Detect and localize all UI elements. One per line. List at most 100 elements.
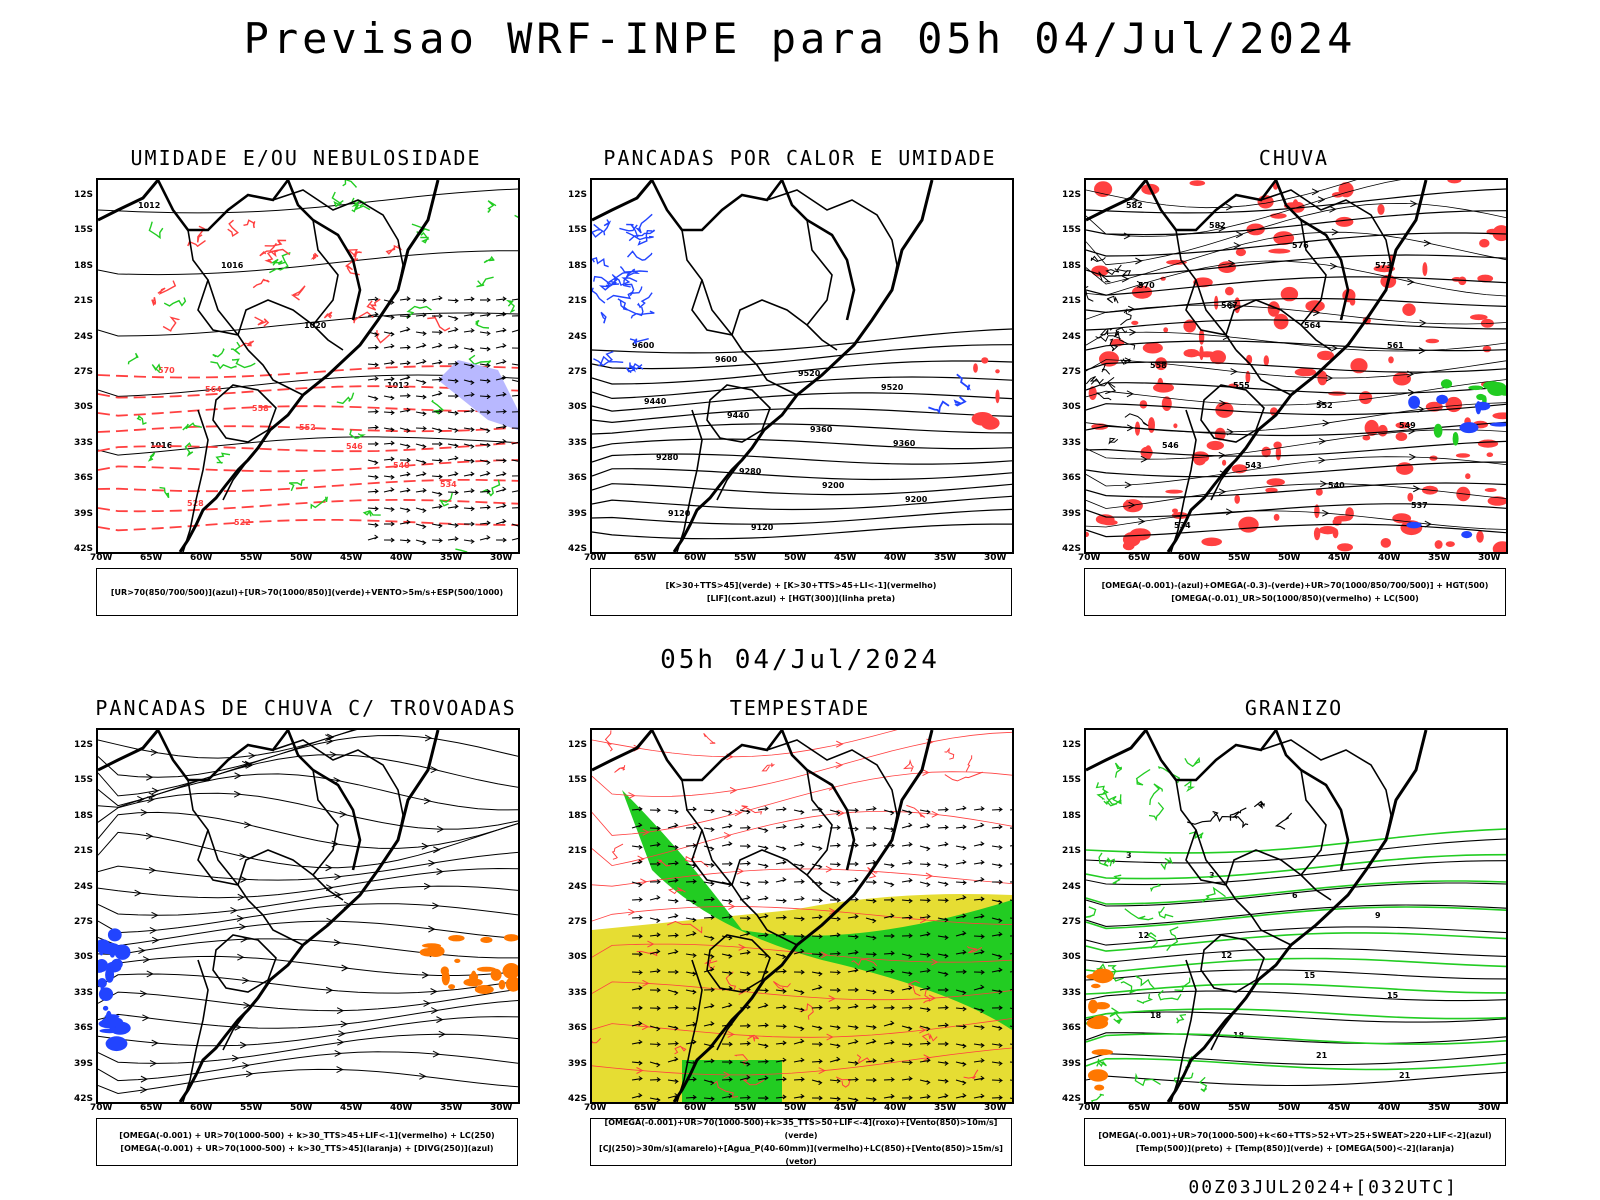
divergence-area — [107, 928, 122, 942]
lon-tick-label: 60W — [684, 553, 707, 563]
wind-vector-head — [470, 363, 475, 369]
state-border — [741, 349, 798, 396]
height-contour — [98, 188, 518, 214]
flow-arrow — [243, 1001, 251, 1009]
state-border — [676, 959, 703, 1102]
map-canvas-chuva: 5825825765735705675645615585555525495465… — [1086, 180, 1506, 552]
wind-vector — [631, 845, 642, 848]
moisture-contour — [514, 214, 518, 218]
legend-line: [OMEGA(-0.001)-(azul)+OMEGA(-0.3)-(verde… — [1101, 581, 1489, 590]
wind-vector-head — [502, 471, 507, 477]
wind-vector-head — [746, 1095, 751, 1100]
moisture-contour — [1091, 1093, 1105, 1102]
moisture-contour — [953, 396, 967, 407]
height-contour — [1086, 1032, 1506, 1045]
rain-area — [1396, 462, 1414, 475]
wind-vector — [919, 1079, 930, 1083]
wind-vector — [649, 843, 660, 847]
flow-arrow — [1218, 488, 1227, 496]
wind-vector — [685, 899, 696, 903]
map-pancadas-calor[interactable]: 9600 9600 9520 9520 9440 9440 9360 9360 9280 9280… — [590, 178, 1014, 554]
wind-vector-head — [656, 968, 661, 974]
wind-vector-head — [692, 825, 697, 831]
wind-vector-head — [656, 948, 661, 954]
wind-vector-head — [454, 393, 459, 399]
wind-vector-head — [962, 894, 967, 900]
moisture-contour — [1099, 328, 1114, 336]
wind-vector-head — [374, 362, 379, 368]
wind-vector — [793, 897, 804, 901]
wind-vector-head — [470, 296, 475, 302]
wind-vector-head — [836, 862, 841, 868]
wind-vector-head — [908, 914, 913, 920]
map-pancadas-trovoadas[interactable] — [96, 728, 520, 1104]
wind-vector — [901, 987, 912, 991]
wind-vector — [1009, 1097, 1012, 1099]
lat-tick-label: 15S — [74, 225, 94, 236]
divergence-area — [98, 959, 108, 972]
wind-vector-head — [406, 443, 411, 449]
height-label: 21 — [1316, 1051, 1328, 1060]
wind-vector-head — [692, 1006, 697, 1011]
flow-arrow — [334, 1049, 342, 1057]
wind-vector-head — [962, 1006, 967, 1012]
lat-tick-label: 27S — [568, 917, 588, 927]
wind-vector — [383, 411, 395, 414]
wind-vector-head — [926, 846, 931, 852]
wind-vector — [463, 490, 474, 493]
moisture-contour — [1135, 975, 1156, 990]
wind-vector-head — [998, 931, 1003, 937]
omega-area — [1408, 395, 1420, 409]
wind-vector-head — [818, 934, 823, 939]
moisture-contour — [1098, 852, 1109, 867]
thickness-contour — [98, 441, 518, 453]
wind-vector — [829, 952, 841, 955]
wind-vector — [367, 507, 379, 510]
legend-line: [OMEGA(-0.001)+UR>70(1000-500)+k<60+TTS>… — [1098, 1131, 1492, 1140]
wind-vector — [919, 825, 930, 829]
wind-vector — [415, 395, 426, 398]
wind-vector-head — [390, 427, 395, 433]
map-umidade[interactable]: 1012 1016 1020 1012 1016 570 564 558 552 546 540 53… — [96, 178, 520, 554]
wind-vector — [793, 825, 804, 829]
wind-vector-head — [836, 810, 841, 816]
map-tempestade[interactable] — [590, 728, 1014, 1104]
wind-vector — [829, 1097, 841, 1100]
map-granizo[interactable]: 3 3 6 9 12 12 15 15 18 18 21 21 — [1084, 728, 1508, 1104]
height-contour — [1086, 1033, 1506, 1045]
wind-vector-head — [764, 1002, 769, 1008]
wind-vector — [991, 808, 1003, 811]
wind-vector — [1009, 988, 1012, 991]
moisture-contour — [902, 759, 914, 772]
thickness-label: 540 — [393, 461, 410, 470]
moisture-contour — [835, 1076, 851, 1088]
wind-vector-head — [818, 898, 823, 903]
wind-vector-head — [980, 984, 985, 990]
rain-area — [1173, 423, 1178, 429]
wind-vector-head — [908, 971, 913, 977]
rain-area — [1222, 459, 1227, 466]
moisture-contour — [231, 358, 256, 369]
height-contour — [1086, 440, 1506, 457]
state-border — [1260, 189, 1392, 291]
lon-tick-label: 35W — [1428, 553, 1451, 563]
height-contour — [592, 328, 1012, 354]
wind-vector — [703, 1060, 714, 1063]
flow-arrow — [642, 828, 650, 836]
wind-vector — [847, 827, 859, 830]
wind-vector — [495, 459, 507, 462]
lat-tick-label: 18S — [74, 810, 94, 821]
rain-area — [1314, 504, 1320, 519]
lat-tick-label: 24S — [1062, 331, 1082, 342]
wind-vector-head — [854, 913, 859, 919]
flow-arrow — [1322, 419, 1330, 427]
wind-vector-head — [638, 1076, 643, 1081]
lat-tick-label: 21S — [1062, 846, 1082, 857]
wind-vector-head — [944, 863, 949, 869]
map-chuva[interactable]: 582 582 576 573 570 567 564 561 558 555 552 549 546 5… — [1084, 178, 1508, 554]
moisture-contour — [592, 287, 606, 304]
moisture-contour — [1174, 977, 1191, 992]
wind-vector-head — [638, 806, 643, 812]
flow-arrow — [245, 761, 253, 769]
omega-area — [1091, 968, 1114, 984]
